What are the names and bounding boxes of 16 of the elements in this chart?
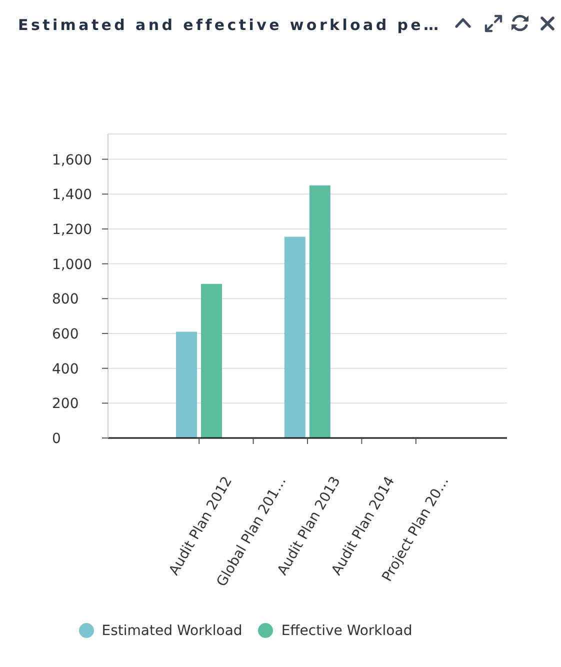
bar [309, 185, 330, 438]
bar [284, 236, 306, 438]
y-tick-label: 0 [52, 431, 61, 447]
legend-label: Effective Workload [281, 623, 412, 639]
y-tick-label: 200 [52, 396, 79, 412]
legend-label: Estimated Workload [102, 623, 242, 639]
y-tick-label: 1,200 [52, 222, 92, 238]
y-tick-label: 400 [52, 361, 79, 378]
bar [201, 284, 222, 438]
chart-title: Estimated and effective workload pe… [18, 16, 442, 34]
y-tick-label: 1,000 [52, 256, 92, 273]
y-tick-label: 600 [52, 326, 79, 342]
y-tick-label: 1,400 [52, 187, 92, 204]
y-tick-label: 800 [52, 292, 79, 308]
y-tick-label: 1,600 [52, 152, 92, 168]
bar [176, 332, 197, 438]
